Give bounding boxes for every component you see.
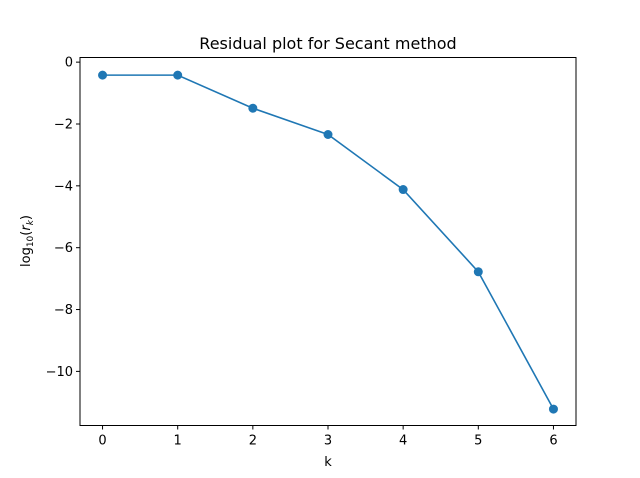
y-tick-label: 0 [65,56,73,71]
x-tick-label: 3 [324,434,332,449]
axes-frame [79,57,577,426]
data-point [548,404,558,414]
y-tick-label: −10 [46,365,73,380]
x-tick-label: 6 [549,434,557,449]
x-tick-label: 0 [98,434,106,449]
x-tick-label: 4 [399,434,407,449]
data-point [398,185,408,195]
series-group [98,70,558,414]
y-label-var-sub: k [26,219,36,225]
data-point [98,70,108,80]
x-axis-label: k [324,455,332,470]
data-point [173,70,183,80]
plot-area: 0 1 2 3 4 5 6 0 −2 −4 −6 −8 −10 [46,56,577,449]
y-tick-label: −8 [54,303,73,318]
x-tick-label: 2 [249,434,257,449]
y-tick-label: −2 [54,117,73,132]
data-point [248,103,258,113]
x-axis: 0 1 2 3 4 5 6 [98,425,558,449]
y-label-close: ) [19,215,34,220]
y-tick-label: −6 [54,241,73,256]
y-label-log: log [19,247,34,267]
x-tick-label: 1 [174,434,182,449]
y-label-var: r [19,224,34,231]
series-line [102,74,555,410]
y-label-open: ( [19,231,34,236]
data-point [473,267,483,277]
data-point [323,130,333,140]
y-label-log-sub: 10 [26,235,36,247]
y-axis: 0 −2 −4 −6 −8 −10 [46,56,80,380]
y-axis-label: log10(rk) [19,215,36,267]
x-tick-label: 5 [474,434,482,449]
chart-title: Residual plot for Secant method [199,34,456,53]
y-tick-label: −4 [54,179,73,194]
